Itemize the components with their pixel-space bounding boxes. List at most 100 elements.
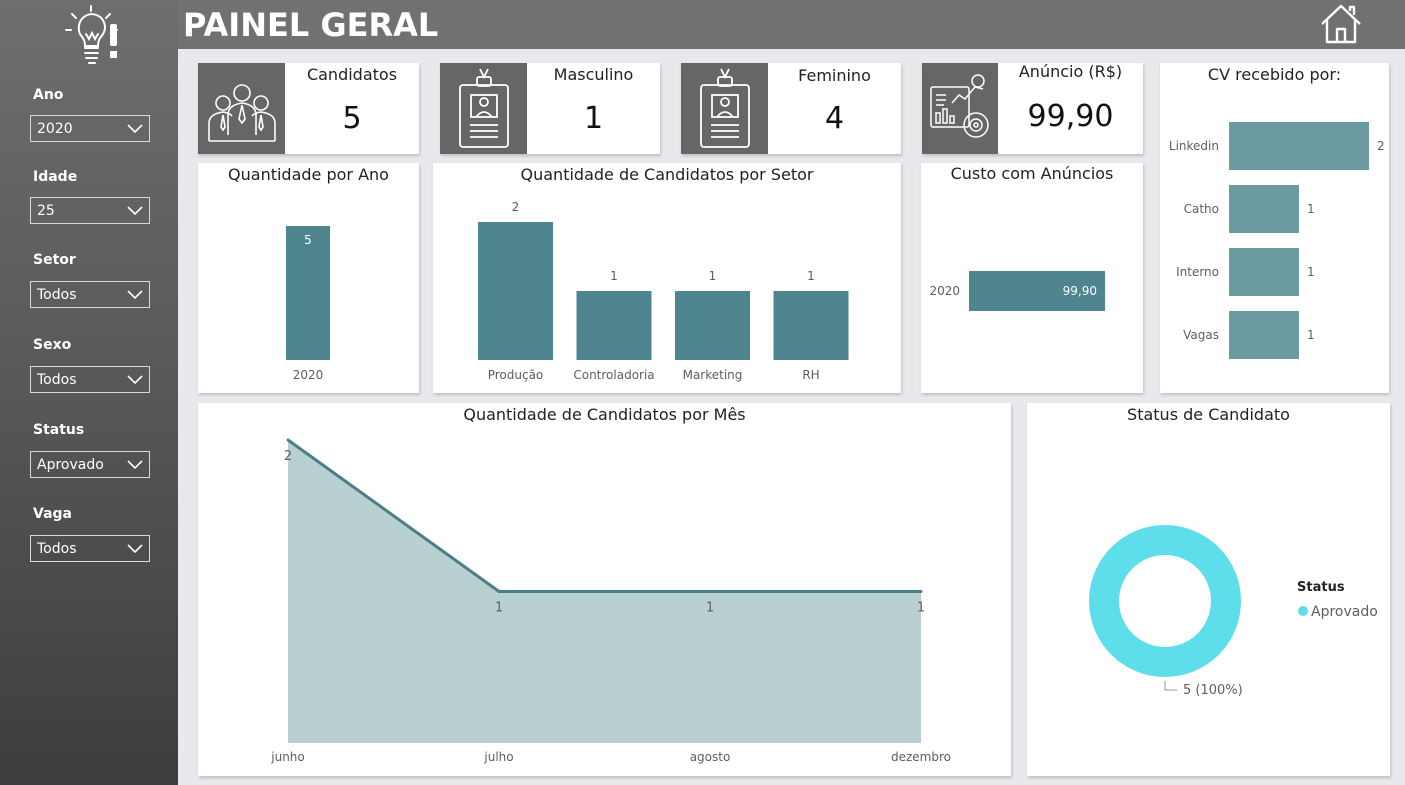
filter-vaga-value: Todos <box>37 541 77 557</box>
kpi-value: 1 <box>583 101 604 136</box>
category-label: RH <box>802 368 819 382</box>
analytics-chart-icon <box>930 74 989 138</box>
bar <box>286 226 330 360</box>
filter-label-setor: Setor <box>33 252 76 268</box>
filter-sexo-dropdown[interactable]: Todos <box>30 366 150 393</box>
kpi-value: 4 <box>824 101 845 136</box>
filter-label-vaga: Vaga <box>33 506 72 522</box>
data-label: 1 <box>1307 328 1315 342</box>
filter-setor-dropdown[interactable]: Todos <box>30 281 150 308</box>
leader-line <box>1164 681 1177 691</box>
page-title: PAINEL GERAL <box>183 6 439 44</box>
category-label: dezembro <box>891 750 951 764</box>
kpi-title: Candidatos <box>306 65 398 84</box>
legend-label: Aprovado <box>1311 604 1378 620</box>
donut-slice <box>1089 525 1241 677</box>
data-label: 1 <box>610 269 618 283</box>
chart-card-custo: Custo com Anúncios 2020 99,90 <box>921 163 1143 393</box>
kpi-card-feminino: Feminino 4 <box>681 63 901 154</box>
home-icon[interactable] <box>1319 3 1363 45</box>
mes-area-chart: 2 junho 1 julho 1 agosto 1 dezembro <box>270 438 951 764</box>
category-label: Catho <box>1184 202 1219 216</box>
data-point <box>286 438 290 442</box>
bar <box>1229 122 1369 170</box>
chevron-down-icon <box>127 206 143 216</box>
kpi-title: Anúncio (R$) <box>1018 62 1123 81</box>
filter-label-sexo: Sexo <box>33 337 72 353</box>
lightbulb-idea-icon <box>65 5 118 64</box>
status-donut-chart: 5 (100%) Status Aprovado <box>1089 525 1378 698</box>
bar <box>1229 248 1299 296</box>
filter-status-dropdown[interactable]: Aprovado <box>30 451 150 478</box>
bar <box>1229 311 1299 359</box>
data-label: 5 <box>304 233 312 247</box>
chart-title: Quantidade por Ano <box>228 165 389 184</box>
category-label: julho <box>483 750 513 764</box>
group-people-icon <box>208 84 276 142</box>
chart-card-cv: CV recebido por: Linkedin 2 Catho 1 Interno 1… <box>1160 63 1389 393</box>
kpi-card-masculino: Masculino 1 <box>440 63 660 154</box>
legend-title: Status <box>1297 580 1345 595</box>
filter-setor-value: Todos <box>37 287 77 303</box>
kpi-title: Feminino <box>798 66 871 85</box>
category-label: Linkedin <box>1169 139 1219 153</box>
category-label: Marketing <box>683 368 743 382</box>
bar <box>773 291 849 360</box>
bar <box>675 291 750 360</box>
filter-idade-value: 25 <box>37 203 55 219</box>
category-label: agosto <box>690 750 731 764</box>
category-label: 2020 <box>293 368 324 382</box>
bar <box>1229 185 1299 233</box>
header-bar: PAINEL GERAL <box>178 0 1405 49</box>
category-label: Vagas <box>1183 328 1219 342</box>
kpi-title: Masculino <box>553 65 634 84</box>
kpi-card-anuncio: Anúncio (R$) 99,90 <box>922 62 1143 154</box>
category-label: Produção <box>488 368 544 382</box>
filter-status-value: Aprovado <box>37 457 104 473</box>
kpi-value: 99,90 <box>1027 99 1114 134</box>
chart-title: Custo com Anúncios <box>950 164 1114 183</box>
chevron-down-icon <box>127 544 143 554</box>
data-point <box>708 590 712 593</box>
category-label: junho <box>270 750 305 764</box>
id-badge-icon <box>700 68 750 148</box>
chart-card-status: Status de Candidato 5 (100%) Status Aprova… <box>1027 403 1390 776</box>
data-label: 2 <box>512 200 520 214</box>
ano-bar-chart: 5 2020 <box>286 226 330 382</box>
data-label: 1 <box>1307 202 1315 216</box>
filter-idade-dropdown[interactable]: 25 <box>30 197 150 224</box>
data-label: 2 <box>284 449 292 464</box>
filter-vaga-dropdown[interactable]: Todos <box>30 535 150 562</box>
data-label: 1 <box>917 601 925 616</box>
bar <box>969 271 1105 311</box>
bar <box>478 222 553 360</box>
filter-ano-value: 2020 <box>37 121 73 137</box>
data-label: 1 <box>709 269 717 283</box>
data-label: 5 (100%) <box>1183 683 1243 698</box>
setor-bar-chart: 2 Produção 1 Controladoria 1 Marketing 1 RH <box>478 200 849 382</box>
legend-swatch <box>1298 606 1308 616</box>
data-label: 1 <box>1307 265 1315 279</box>
data-point <box>919 590 923 593</box>
category-label: Controladoria <box>573 368 654 382</box>
kpi-value: 5 <box>342 101 362 136</box>
filter-ano-dropdown[interactable]: 2020 <box>30 115 150 142</box>
chevron-down-icon <box>127 290 143 300</box>
data-label: 1 <box>807 269 815 283</box>
chart-card-mes: Quantidade de Candidatos por Mês 2 junho 1… <box>198 403 1011 776</box>
chart-title: CV recebido por: <box>1207 65 1342 84</box>
chevron-down-icon <box>127 460 143 470</box>
data-label: 1 <box>495 601 503 616</box>
chart-card-setor: Quantidade de Candidatos por Setor 2 Prod… <box>433 163 901 393</box>
data-point <box>497 590 501 593</box>
chart-title: Quantidade de Candidatos por Setor <box>520 165 814 184</box>
filter-label-ano: Ano <box>33 87 64 103</box>
category-label: 2020 <box>929 284 960 298</box>
filter-label-idade: Idade <box>33 169 78 185</box>
data-label: 2 <box>1377 139 1385 153</box>
kpi-card-candidatos: Candidatos 5 <box>198 63 419 154</box>
chevron-down-icon <box>127 375 143 385</box>
series-line <box>287 438 921 593</box>
bar <box>576 291 652 360</box>
chart-title: Status de Candidato <box>1127 405 1290 424</box>
